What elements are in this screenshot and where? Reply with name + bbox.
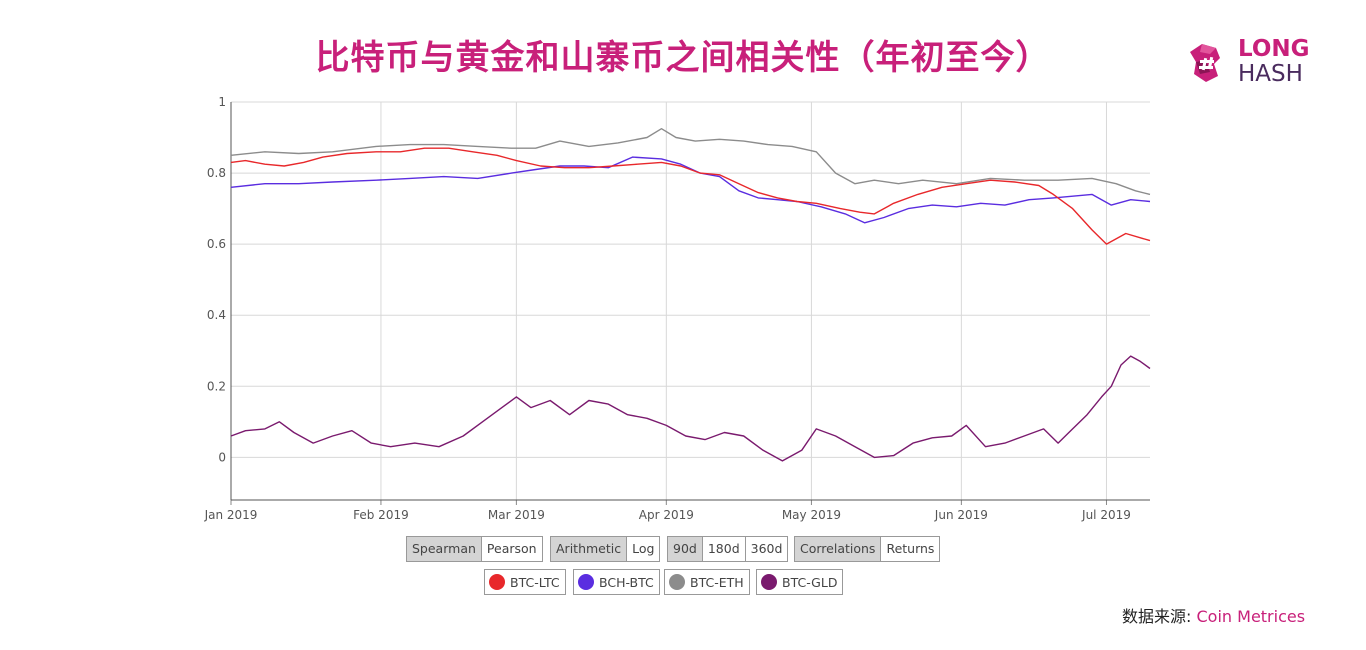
y-tick-label: 0.2 bbox=[207, 379, 226, 393]
x-tick-label: Jan 2019 bbox=[204, 508, 258, 522]
legend-label-btc-gld: BTC-GLD bbox=[782, 574, 838, 590]
arithmetic-button[interactable]: Arithmetic bbox=[551, 537, 628, 561]
legend-dot-btc-gld bbox=[761, 574, 777, 590]
y-tick-label: 0 bbox=[218, 450, 226, 464]
x-tick-label: Jul 2019 bbox=[1081, 508, 1131, 522]
series-line-btc-ltc bbox=[230, 147, 1151, 245]
y-tick-label: 1 bbox=[218, 95, 226, 109]
data-source: 数据来源: Coin Metrices bbox=[1122, 603, 1305, 627]
method-toggle: Spearman Pearson bbox=[406, 536, 543, 562]
legend-label-btc-eth: BTC-ETH bbox=[690, 574, 744, 590]
logo-mark-icon bbox=[1190, 44, 1220, 82]
window-360d-button[interactable]: 360d bbox=[745, 537, 788, 561]
returns-button[interactable]: Returns bbox=[881, 537, 940, 561]
logo-text-long: LONG bbox=[1238, 36, 1310, 62]
window-toggle: 90d 180d 360d bbox=[667, 536, 789, 562]
legend-dot-bch-btc bbox=[578, 574, 594, 590]
x-tick-label: Apr 2019 bbox=[639, 508, 694, 522]
legend-btc-ltc[interactable]: BTC-LTC bbox=[484, 569, 566, 595]
series-line-btc-eth bbox=[230, 127, 1151, 196]
pearson-button[interactable]: Pearson bbox=[481, 537, 542, 561]
mode-toggle: Correlations Returns bbox=[794, 536, 941, 562]
x-tick-label: Mar 2019 bbox=[488, 508, 545, 522]
scale-toggle: Arithmetic Log bbox=[550, 536, 661, 562]
window-180d-button[interactable]: 180d bbox=[702, 537, 746, 561]
spearman-button[interactable]: Spearman bbox=[407, 537, 482, 561]
legend-btc-gld[interactable]: BTC-GLD bbox=[756, 569, 844, 595]
y-tick-label: 0.4 bbox=[207, 308, 226, 322]
correlation-chart: 0 0.2 0.4 0.6 0.8 1 Jan 2019 Feb 2019 Mar 2019 Ap… bbox=[204, 95, 1151, 522]
y-tick-label: 0.6 bbox=[207, 237, 226, 251]
legend-dot-btc-ltc bbox=[489, 574, 505, 590]
correlations-button[interactable]: Correlations bbox=[795, 537, 882, 561]
legend-label-bch-btc: BCH-BTC bbox=[599, 574, 654, 590]
series-line-btc-gld bbox=[230, 355, 1151, 462]
legend-bch-btc[interactable]: BCH-BTC bbox=[573, 569, 660, 595]
logo-text-hash: HASH bbox=[1238, 61, 1303, 87]
log-button[interactable]: Log bbox=[627, 537, 660, 561]
chart-title: 比特币与黄金和山寨币之间相关性（年初至今） bbox=[315, 38, 1051, 78]
legend-dot-btc-eth bbox=[669, 574, 685, 590]
x-tick-label: May 2019 bbox=[782, 508, 841, 522]
legend-btc-eth[interactable]: BTC-ETH bbox=[664, 569, 750, 595]
series-line-bch-btc bbox=[230, 156, 1151, 224]
window-90d-button[interactable]: 90d bbox=[668, 537, 703, 561]
legend-label-btc-ltc: BTC-LTC bbox=[510, 574, 560, 590]
x-tick-label: Jun 2019 bbox=[934, 508, 988, 522]
x-tick-label: Feb 2019 bbox=[353, 508, 409, 522]
y-tick-label: 0.8 bbox=[207, 166, 226, 180]
source-label: 数据来源: bbox=[1122, 607, 1192, 626]
longhash-logo: LONG HASH bbox=[1186, 36, 1326, 88]
source-link[interactable]: Coin Metrices bbox=[1196, 607, 1306, 626]
